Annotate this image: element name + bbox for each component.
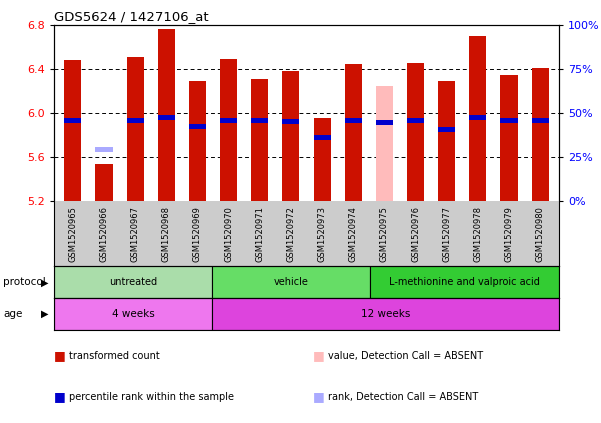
Bar bbox=[251, 118, 268, 123]
Bar bbox=[438, 81, 456, 201]
Text: GSM1520969: GSM1520969 bbox=[193, 206, 202, 262]
Text: GSM1520965: GSM1520965 bbox=[69, 206, 78, 262]
Bar bbox=[314, 118, 331, 201]
Bar bbox=[532, 68, 549, 201]
Bar bbox=[501, 75, 517, 201]
Bar bbox=[532, 118, 549, 123]
Text: protocol: protocol bbox=[3, 277, 46, 287]
Text: GSM1520976: GSM1520976 bbox=[411, 206, 420, 262]
Text: ■: ■ bbox=[54, 349, 66, 363]
Text: GSM1520973: GSM1520973 bbox=[317, 206, 326, 262]
Text: GSM1520971: GSM1520971 bbox=[255, 206, 264, 262]
Text: GSM1520974: GSM1520974 bbox=[349, 206, 358, 262]
Bar bbox=[251, 79, 268, 201]
Bar bbox=[469, 36, 486, 201]
Bar bbox=[501, 118, 517, 123]
Text: GSM1520979: GSM1520979 bbox=[505, 206, 514, 262]
Text: rank, Detection Call = ABSENT: rank, Detection Call = ABSENT bbox=[328, 392, 478, 402]
Text: GSM1520978: GSM1520978 bbox=[474, 206, 483, 262]
Text: ■: ■ bbox=[313, 390, 325, 404]
Text: ■: ■ bbox=[313, 349, 325, 363]
Bar bbox=[189, 81, 206, 201]
Bar bbox=[220, 118, 237, 123]
Text: GSM1520970: GSM1520970 bbox=[224, 206, 233, 262]
Bar bbox=[96, 147, 112, 152]
Text: age: age bbox=[3, 309, 22, 319]
Text: GSM1520968: GSM1520968 bbox=[162, 206, 171, 262]
Bar bbox=[376, 86, 393, 201]
Bar bbox=[220, 59, 237, 201]
Text: GSM1520972: GSM1520972 bbox=[287, 206, 296, 262]
Bar bbox=[212, 298, 559, 330]
Text: percentile rank within the sample: percentile rank within the sample bbox=[69, 392, 234, 402]
Text: untreated: untreated bbox=[109, 277, 157, 287]
Bar bbox=[54, 266, 212, 298]
Text: 4 weeks: 4 weeks bbox=[112, 309, 154, 319]
Bar bbox=[376, 120, 393, 125]
Bar bbox=[282, 71, 299, 201]
Bar bbox=[64, 60, 81, 201]
Text: GSM1520975: GSM1520975 bbox=[380, 206, 389, 262]
Bar bbox=[212, 266, 370, 298]
Text: GDS5624 / 1427106_at: GDS5624 / 1427106_at bbox=[54, 10, 209, 23]
Bar bbox=[314, 135, 331, 140]
Bar bbox=[64, 118, 81, 123]
Text: GSM1520966: GSM1520966 bbox=[99, 206, 108, 262]
Text: ■: ■ bbox=[54, 390, 66, 404]
Text: L-methionine and valproic acid: L-methionine and valproic acid bbox=[389, 277, 540, 287]
Text: GSM1520977: GSM1520977 bbox=[442, 206, 451, 262]
Text: transformed count: transformed count bbox=[69, 351, 160, 361]
Text: GSM1520980: GSM1520980 bbox=[535, 206, 545, 262]
Bar bbox=[157, 29, 175, 201]
Bar bbox=[469, 115, 486, 120]
Bar bbox=[438, 127, 456, 132]
Text: 12 weeks: 12 weeks bbox=[361, 309, 410, 319]
Text: value, Detection Call = ABSENT: value, Detection Call = ABSENT bbox=[328, 351, 483, 361]
Bar bbox=[96, 164, 112, 201]
Text: ▶: ▶ bbox=[41, 309, 48, 319]
Bar bbox=[127, 118, 144, 123]
Bar bbox=[127, 57, 144, 201]
Bar bbox=[54, 298, 212, 330]
Text: GSM1520967: GSM1520967 bbox=[130, 206, 139, 262]
Text: vehicle: vehicle bbox=[273, 277, 308, 287]
Bar bbox=[157, 115, 175, 120]
Bar bbox=[345, 64, 362, 201]
Bar bbox=[282, 119, 299, 124]
Text: ▶: ▶ bbox=[41, 277, 48, 287]
Bar bbox=[345, 118, 362, 123]
Bar bbox=[370, 266, 559, 298]
Bar bbox=[189, 124, 206, 129]
Bar bbox=[407, 118, 424, 123]
Bar bbox=[407, 63, 424, 201]
